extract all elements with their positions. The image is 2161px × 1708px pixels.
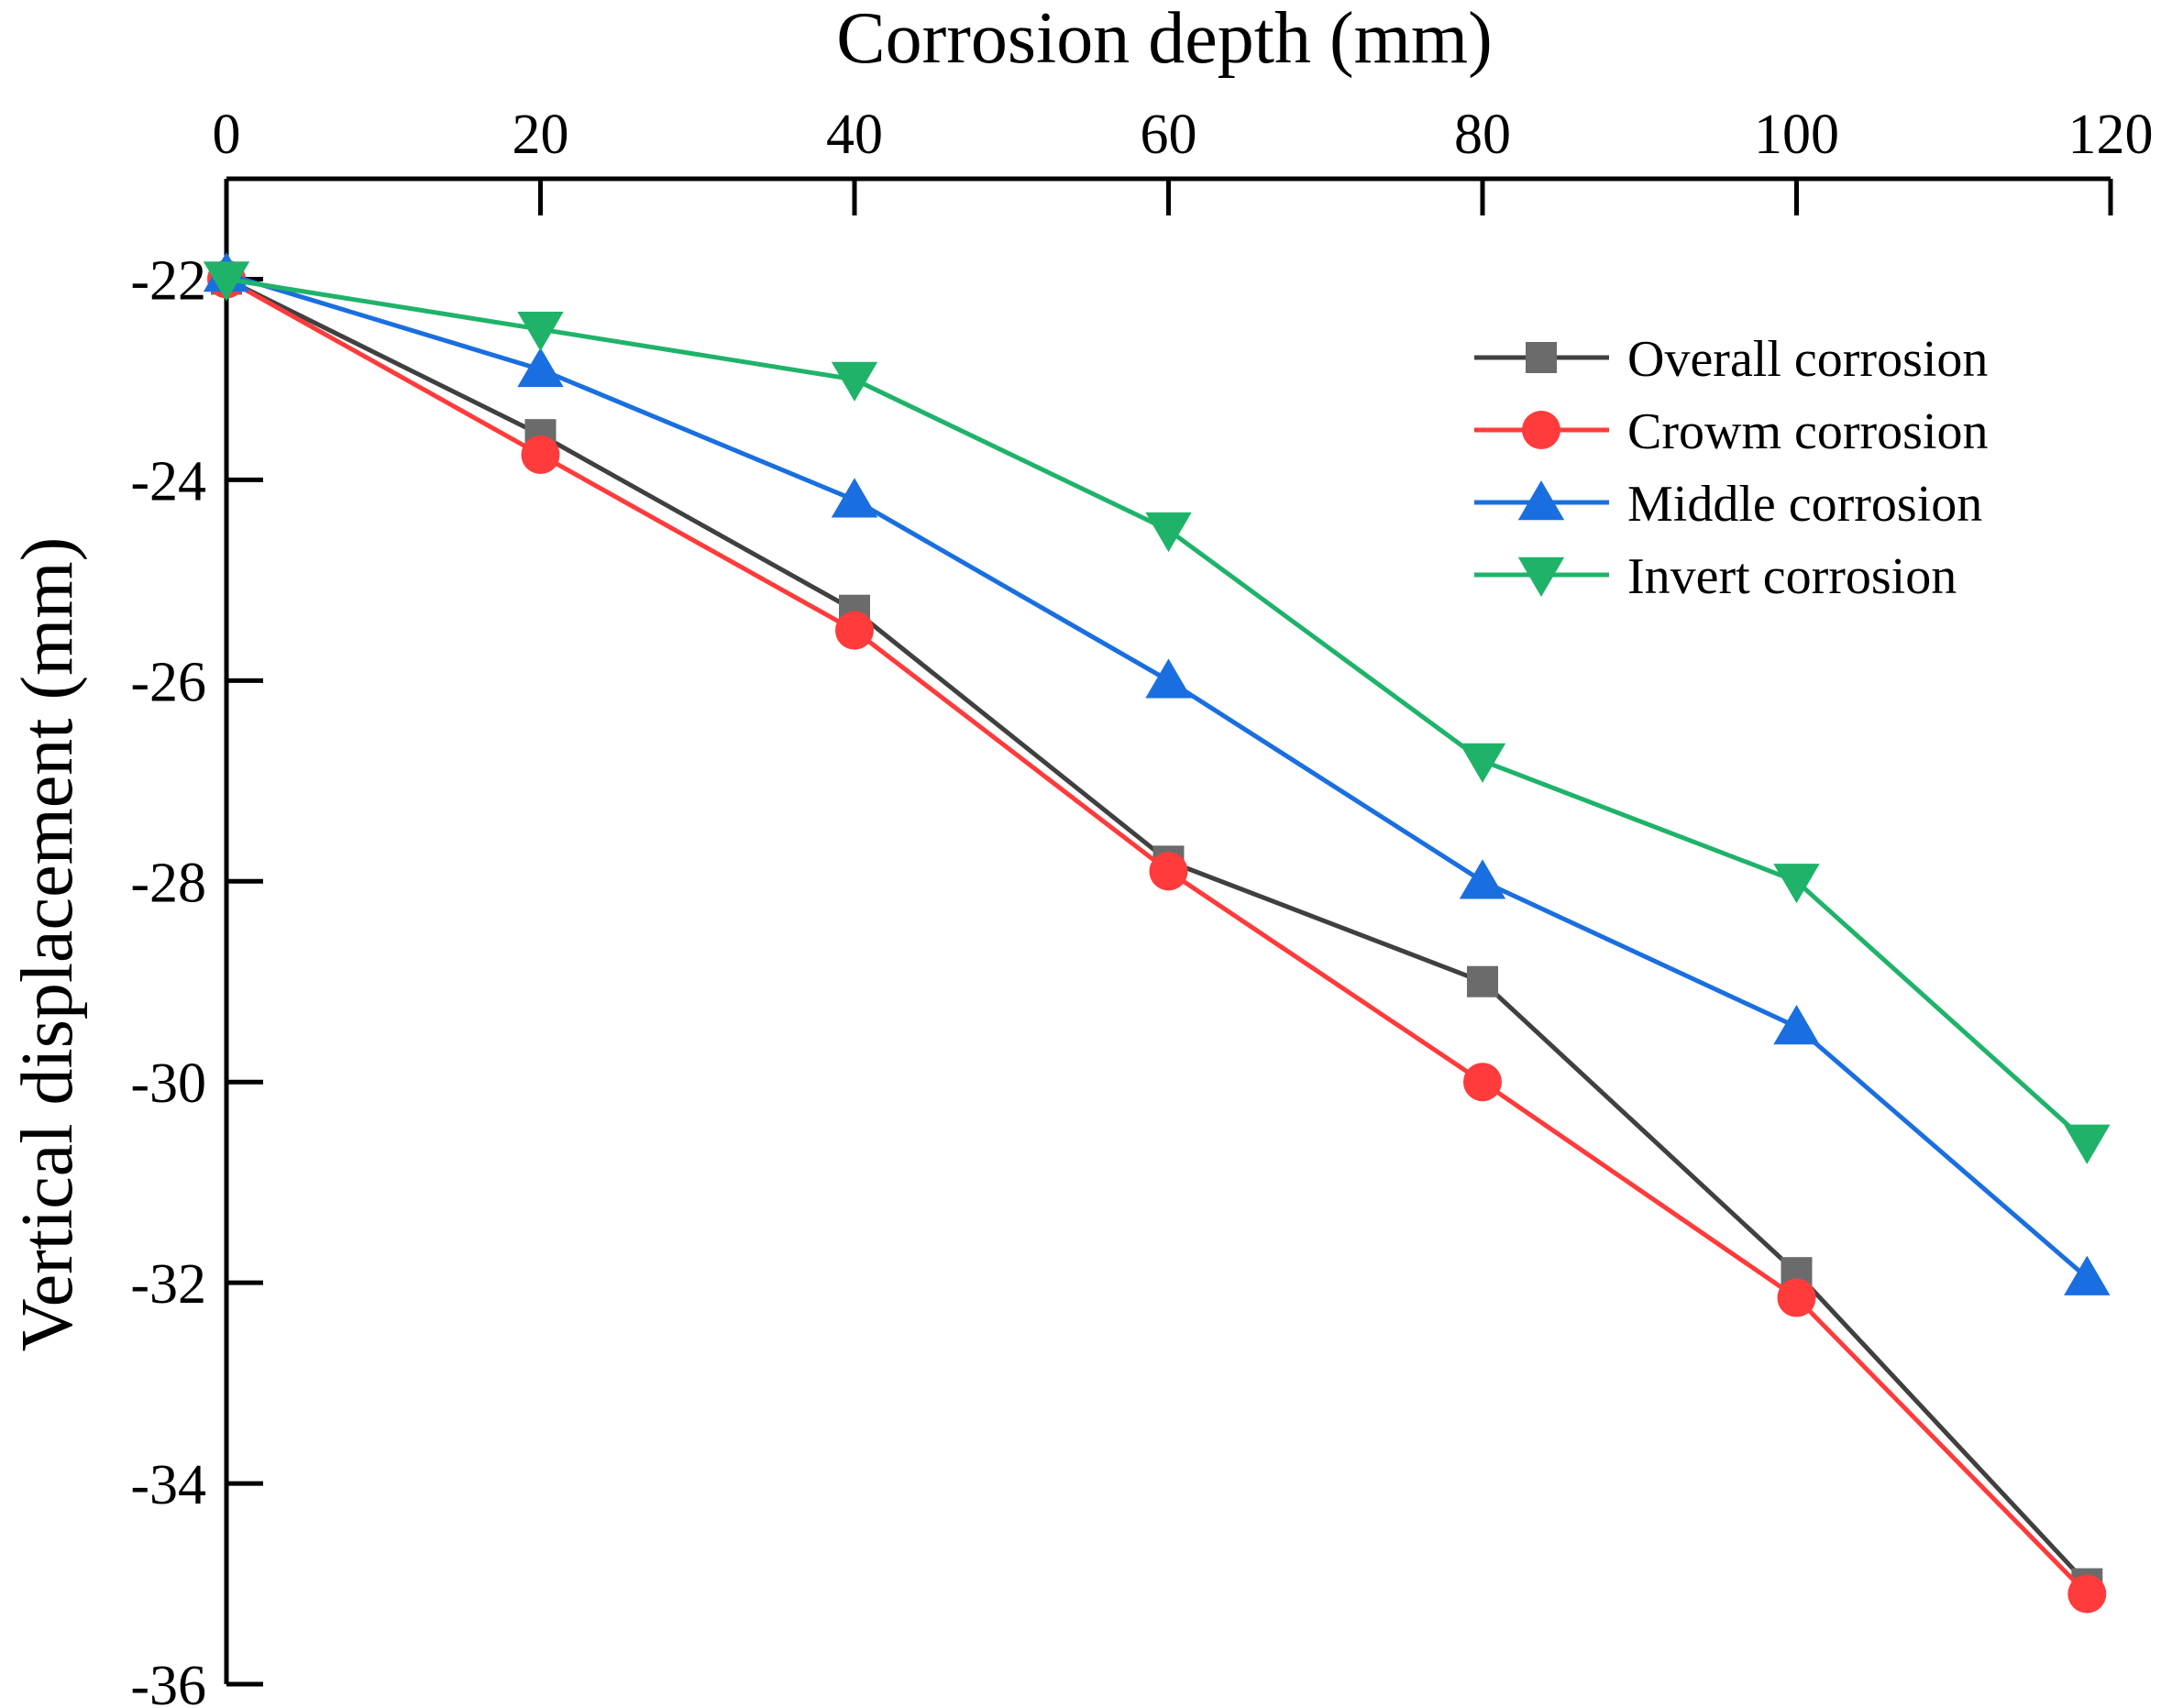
y-tick-label: -36 — [130, 1655, 206, 1708]
legend-item-crowm-corrosion: Crowm corrosion — [1474, 403, 1989, 460]
data-point-middle-corrosion — [1459, 859, 1506, 899]
y-tick-label: -28 — [130, 852, 206, 914]
data-point-middle-corrosion — [517, 347, 564, 388]
data-point-invert-corrosion — [203, 261, 250, 302]
data-point-crowm-corrosion — [2067, 1574, 2107, 1614]
y-axis-title: Vertical displacement (mm) — [7, 537, 88, 1352]
data-point-invert-corrosion — [1459, 743, 1506, 783]
data-point-crowm-corrosion — [1149, 852, 1188, 891]
y-tick-label: -24 — [130, 450, 206, 512]
legend-label: Middle corrosion — [1627, 476, 1982, 533]
legend: Overall corrosion Crowm corrosion Middle c… — [1474, 331, 1989, 605]
data-point-overall-corrosion — [1467, 965, 1498, 997]
data-point-invert-corrosion — [2064, 1124, 2111, 1164]
data-point-middle-corrosion — [2064, 1255, 2111, 1295]
legend-item-invert-corrosion: Invert corrosion — [1474, 548, 1957, 605]
data-point-crowm-corrosion — [835, 611, 874, 650]
data-point-crowm-corrosion — [521, 435, 560, 475]
axes: 0 20 40 60 80 100 120 -22 -24 -26 -28 -30 -32 -34 -36 — [130, 104, 2153, 1708]
series-line-overall-corrosion — [225, 277, 2089, 1586]
y-tick-label: -32 — [130, 1253, 206, 1316]
legend-item-middle-corrosion: Middle corrosion — [1474, 476, 1982, 533]
x-tick-label: 40 — [826, 104, 883, 166]
y-tick-label: -30 — [130, 1052, 206, 1115]
legend-marker — [1517, 556, 1565, 597]
x-axis-title: Corrosion depth (mm) — [836, 0, 1492, 79]
series-invert-corrosion — [203, 261, 2111, 1164]
data-point-invert-corrosion — [1773, 864, 1820, 904]
data-point-middle-corrosion — [1773, 1004, 1820, 1045]
legend-label: Invert corrosion — [1627, 548, 1957, 605]
x-tick-label: 100 — [1754, 104, 1839, 166]
data-point-invert-corrosion — [831, 361, 878, 402]
legend-label: Overall corrosion — [1627, 331, 1988, 388]
data-point-crowm-corrosion — [1463, 1063, 1502, 1102]
series-layer — [203, 251, 2111, 1614]
legend-marker — [1517, 480, 1565, 521]
data-point-crowm-corrosion — [1777, 1278, 1816, 1317]
series-crowm-corrosion — [207, 259, 2107, 1614]
x-tick-label: 120 — [2068, 104, 2154, 166]
y-tick-label: -22 — [130, 249, 206, 312]
data-point-invert-corrosion — [1145, 512, 1192, 553]
legend-item-overall-corrosion: Overall corrosion — [1474, 331, 1988, 388]
y-tick-label: -34 — [130, 1454, 206, 1516]
series-overall-corrosion — [211, 263, 2103, 1600]
legend-marker — [1526, 342, 1557, 373]
y-tick-label: -26 — [130, 651, 206, 713]
x-tick-label: 80 — [1454, 104, 1511, 166]
x-tick-label: 20 — [513, 104, 569, 166]
x-tick-label: 0 — [213, 104, 241, 166]
data-point-middle-corrosion — [831, 478, 878, 518]
data-point-invert-corrosion — [517, 312, 564, 352]
legend-marker — [1522, 411, 1560, 449]
legend-label: Crowm corrosion — [1627, 403, 1989, 460]
data-point-middle-corrosion — [1145, 658, 1192, 699]
x-tick-label: 60 — [1141, 104, 1197, 166]
